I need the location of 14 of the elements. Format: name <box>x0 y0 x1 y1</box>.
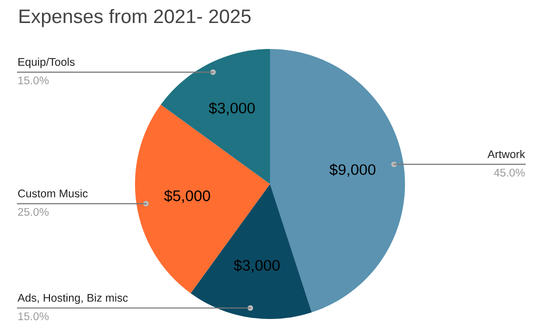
text: 45.0% <box>494 168 525 177</box>
text: 25.0% <box>18 208 49 216</box>
slice-label: Artwork <box>488 150 526 158</box>
text: 15.0% <box>18 76 49 84</box>
text: 15.0% <box>18 312 49 320</box>
slice-label: Ads, Hosting, Biz misc <box>18 294 128 304</box>
data-label: $5,000 <box>164 190 210 203</box>
data-label: $3,000 <box>208 102 255 116</box>
chart-title: Expenses from 2021- 2025 <box>20 8 251 28</box>
pie-slice <box>160 49 270 184</box>
data-label: $3,000 <box>234 259 280 273</box>
slice-label: Custom Music <box>18 189 88 198</box>
slice-label: Equip/Tools <box>18 58 75 68</box>
data-label: $9,000 <box>329 164 376 177</box>
